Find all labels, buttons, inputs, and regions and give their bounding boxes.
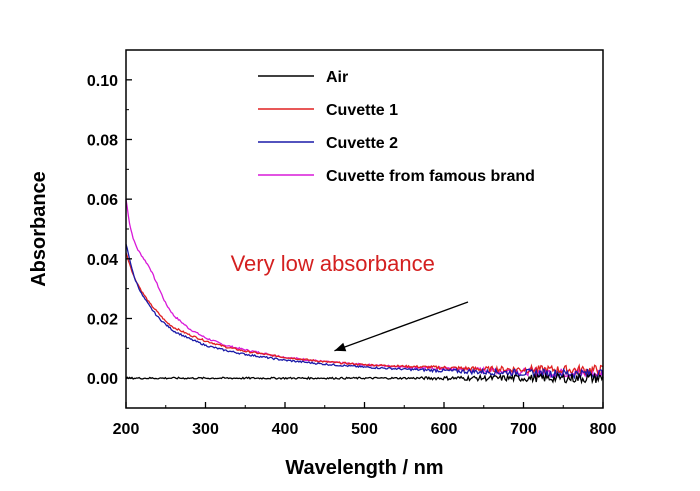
annotation-layer: Very low absorbance: [231, 251, 469, 352]
y-tick-label: 0.08: [87, 133, 118, 150]
annotation-text: Very low absorbance: [231, 251, 435, 276]
legend-label: Cuvette from famous brand: [326, 168, 535, 185]
series-line-2: [125, 243, 604, 381]
annotation-arrow: [334, 301, 469, 352]
annotation-arrowhead: [334, 342, 347, 352]
legend-label: Air: [326, 69, 348, 86]
y-axis-title: Absorbance: [28, 171, 50, 287]
x-tick-label: 800: [590, 421, 617, 438]
y-tick-label: 0.04: [87, 252, 118, 269]
legend-label: Cuvette 2: [326, 135, 398, 152]
x-tick-label: 300: [192, 421, 219, 438]
y-tick-label: 0.00: [87, 371, 118, 388]
x-tick-label: 700: [510, 421, 537, 438]
series-line-1: [125, 252, 604, 376]
x-axis-title: Wavelength / nm: [285, 457, 443, 479]
y-tick-label: 0.06: [87, 192, 118, 209]
series-line-0: [125, 372, 604, 385]
x-tick-label: 200: [113, 421, 140, 438]
y-tick-label: 0.02: [87, 312, 118, 329]
y-axis: 0.00 0.02 0.04 0.06 0.08 0.10: [87, 49, 132, 409]
series-layer: [125, 199, 604, 385]
series-line-3: [125, 199, 604, 379]
legend-label: Cuvette 1: [326, 102, 398, 119]
x-tick-label: 600: [431, 421, 458, 438]
x-tick-label: 500: [351, 421, 378, 438]
y-tick-label: 0.10: [87, 73, 118, 90]
x-axis: 200 300 400 500 600 700 800: [113, 402, 617, 438]
x-tick-label: 400: [272, 421, 299, 438]
legend: Air Cuvette 1 Cuvette 2 Cuvette from famous…: [258, 69, 535, 185]
